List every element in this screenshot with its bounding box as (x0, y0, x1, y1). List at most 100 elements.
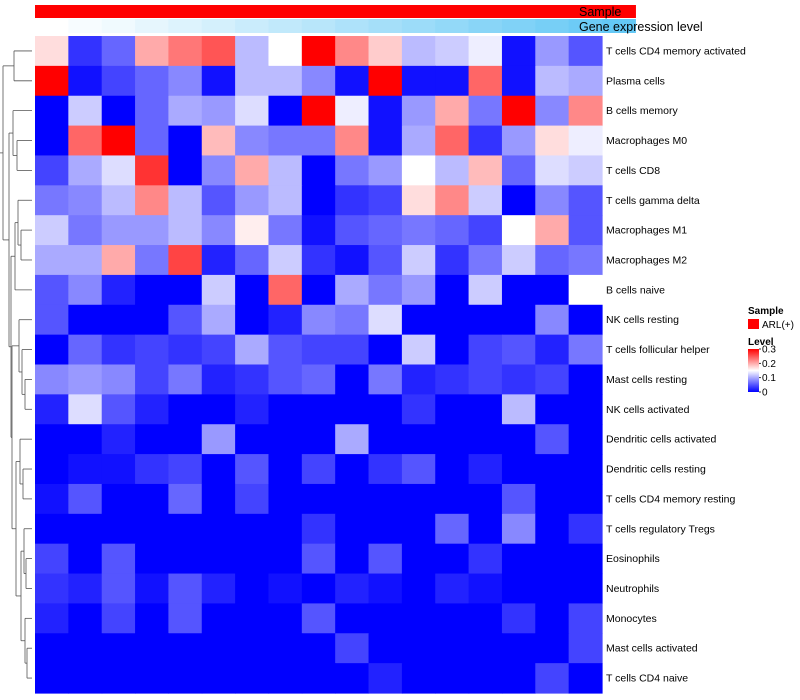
heatmap-cell (168, 95, 203, 127)
heatmap-cell (535, 603, 570, 634)
heatmap-cell (568, 125, 603, 157)
heatmap-cell (135, 573, 170, 605)
heatmap-cell (501, 215, 536, 246)
row-label: Neutrophils (606, 583, 659, 595)
heatmap-cell (401, 454, 436, 485)
heatmap-cell (568, 274, 603, 306)
heatmap-cell (35, 364, 69, 395)
heatmap-cell (335, 245, 370, 276)
heatmap-cell (535, 543, 570, 575)
heatmap-cell (235, 65, 270, 97)
heatmap-cell (168, 424, 203, 455)
heatmap-cell (568, 513, 603, 545)
heatmap-cell (335, 573, 370, 605)
heatmap-cell (168, 663, 203, 694)
heatmap-cell (168, 125, 203, 157)
heatmap-cell (201, 454, 236, 485)
heatmap-cell (135, 364, 170, 395)
heatmap-cell (368, 483, 403, 515)
sample-annotation-cell (568, 5, 603, 18)
heatmap-cell (68, 513, 103, 545)
heatmap-cell (135, 334, 170, 366)
heatmap-cell (568, 95, 603, 127)
heatmap-cell (201, 573, 236, 605)
heatmap-cell (468, 215, 503, 246)
heatmap-cell (335, 483, 370, 515)
heatmap-cell (235, 95, 270, 127)
heatmap-cell (501, 274, 536, 306)
sample-annotation-cell (368, 5, 403, 18)
heatmap-cell (468, 573, 503, 605)
heatmap-cell (68, 603, 103, 634)
sample-annotation-cell (68, 5, 103, 18)
heatmap-cell (201, 304, 236, 336)
heatmap-cell (168, 364, 203, 395)
heatmap-cell (435, 603, 470, 634)
heatmap-cell (235, 543, 270, 575)
row-label: B cells naive (606, 284, 665, 296)
heatmap-cell (168, 65, 203, 97)
sample-annotation-cell (201, 5, 236, 18)
heatmap-cell (468, 304, 503, 336)
heatmap-cell (168, 573, 203, 605)
heatmap-cell (35, 185, 69, 216)
heatmap-cell (235, 603, 270, 634)
heatmap-cell (401, 573, 436, 605)
sample-annotation-cell (401, 5, 436, 18)
heatmap-cell (435, 454, 470, 485)
heatmap-cell (335, 334, 370, 366)
heatmap-cell (68, 483, 103, 515)
heatmap-cell (568, 663, 603, 694)
expression-annotation-cell (235, 19, 270, 33)
heatmap-cell (368, 573, 403, 605)
heatmap-cell (501, 185, 536, 216)
heatmap-cell (101, 125, 136, 157)
heatmap-cell (368, 155, 403, 186)
heatmap-cell (301, 394, 336, 425)
heatmap-cell (401, 364, 436, 395)
heatmap-cell (535, 573, 570, 605)
heatmap-cell (568, 155, 603, 186)
heatmap-cell (301, 513, 336, 545)
heatmap-cell (101, 513, 136, 545)
heatmap-cell (535, 454, 570, 485)
heatmap-cell (401, 36, 436, 67)
heatmap-cell (468, 483, 503, 515)
heatmap-cell (301, 95, 336, 127)
heatmap-cell (501, 513, 536, 545)
sample-annotation-bar (35, 5, 636, 18)
heatmap-cell (535, 513, 570, 545)
heatmap-cell (501, 633, 536, 664)
heatmap-cell (368, 543, 403, 575)
heatmap-cell (368, 185, 403, 216)
heatmap-cell (435, 663, 470, 694)
heatmap-cell (301, 543, 336, 575)
heatmap-cell (468, 334, 503, 366)
heatmap-cell (235, 364, 270, 395)
heatmap-cell (268, 483, 303, 515)
legend-sample-entry: ARL(+) (762, 320, 794, 331)
heatmap-cell (535, 215, 570, 246)
heatmap-cell (468, 125, 503, 157)
heatmap-cell (368, 125, 403, 157)
heatmap-cell (435, 513, 470, 545)
heatmap-cell (35, 603, 69, 634)
heatmap-cell (68, 663, 103, 694)
legend-level-tick-label: 0.1 (762, 373, 776, 384)
heatmap-cell (468, 424, 503, 455)
heatmap-cell (368, 274, 403, 306)
heatmap-cell (268, 125, 303, 157)
expression-annotation-bar (35, 19, 636, 33)
row-label: T cells regulatory Tregs (606, 523, 715, 535)
heatmap-cell (501, 65, 536, 97)
heatmap-cell (135, 36, 170, 67)
heatmap-cell (301, 454, 336, 485)
heatmap-cell (568, 394, 603, 425)
legend-level-title: Level (748, 337, 774, 348)
heatmap-cell (401, 483, 436, 515)
heatmap-cell (235, 394, 270, 425)
sample-annotation-cell (268, 5, 303, 18)
sample-annotation-cell (602, 5, 636, 18)
heatmap-cell (235, 215, 270, 246)
heatmap-cell (68, 573, 103, 605)
